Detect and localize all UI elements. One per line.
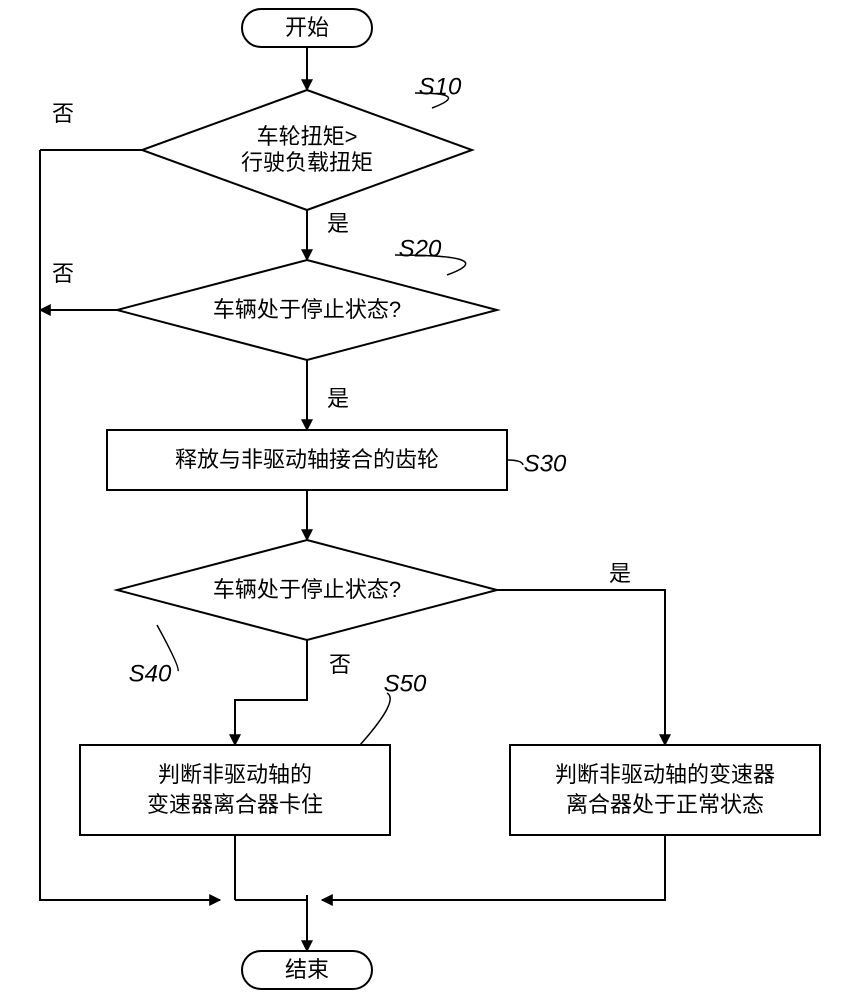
label-no2: 否 <box>52 261 74 286</box>
label-yes3: 是 <box>609 561 631 586</box>
process-s50 <box>80 745 390 835</box>
decision-s10-text2: 行驶负载扭矩 <box>241 150 373 175</box>
decision-s20-text1: 车辆处于停止状态? <box>213 297 401 322</box>
label-s10: S10 <box>419 73 462 100</box>
process-s50-text2: 变速器离合器卡住 <box>147 792 323 817</box>
label-s40: S40 <box>129 660 172 687</box>
label-no3: 否 <box>329 652 351 677</box>
label-s50: S50 <box>384 670 427 697</box>
label-s30: S30 <box>524 450 567 477</box>
decision-s10-text1: 车轮扭矩> <box>257 124 358 149</box>
label-yes1: 是 <box>327 211 349 236</box>
process-s60-text1: 判断非驱动轴的变速器 <box>555 762 775 787</box>
process-s60 <box>510 745 820 835</box>
decision-s40-text1: 车辆处于停止状态? <box>213 577 401 602</box>
label-no1: 否 <box>52 101 74 126</box>
end-node-text: 结束 <box>285 957 329 982</box>
process-s60-text2: 离合器处于正常状态 <box>566 792 764 817</box>
process-s50-text1: 判断非驱动轴的 <box>158 762 312 787</box>
label-yes2: 是 <box>327 386 349 411</box>
label-s20: S20 <box>399 235 442 262</box>
process-s30-text1: 释放与非驱动轴接合的齿轮 <box>175 447 439 472</box>
start-node-text: 开始 <box>285 15 329 40</box>
